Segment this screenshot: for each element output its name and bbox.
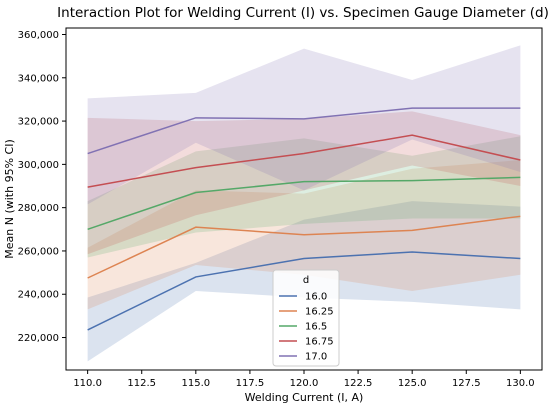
x-axis-label: Welding Current (I, A)	[245, 391, 364, 404]
legend-label-1: 16.25	[305, 307, 334, 318]
chart-title: Interaction Plot for Welding Current (I)…	[57, 5, 549, 21]
y-tick-label-6: 340,000	[18, 73, 59, 84]
y-axis-ticks: 220,000 240,000 260,000 280,000 300,000 320,0…	[18, 30, 66, 344]
x-tick-label-6: 125.0	[398, 378, 427, 389]
ci-band-4	[87, 45, 521, 205]
x-tick-label-0: 110.0	[73, 378, 102, 389]
x-tick-label-3: 117.5	[236, 378, 265, 389]
legend: d 16.0 16.25 16.5 16.75 17.0	[272, 269, 340, 367]
legend-title: d	[303, 275, 309, 286]
y-tick-label-3: 280,000	[18, 203, 59, 214]
y-tick-label-4: 300,000	[18, 160, 59, 171]
x-tick-label-4: 120.0	[290, 378, 319, 389]
x-tick-label-1: 112.5	[127, 378, 156, 389]
legend-label-3: 16.75	[305, 337, 334, 348]
legend-box	[272, 269, 340, 367]
legend-label-2: 16.5	[305, 322, 327, 333]
series-line-2	[87, 176, 521, 231]
series-line-3	[87, 134, 521, 188]
series-lines	[87, 107, 521, 331]
x-tick-label-7: 127.5	[452, 378, 481, 389]
series-line-1	[87, 215, 521, 279]
ci-band-3	[87, 111, 521, 255]
y-tick-label-0: 220,000	[18, 333, 59, 344]
series-line-4	[87, 107, 521, 155]
y-axis-label: Mean N (with 95% CI)	[3, 139, 16, 258]
series-line-0	[87, 251, 521, 331]
y-tick-label-2: 260,000	[18, 246, 59, 257]
x-tick-label-5: 122.5	[344, 378, 373, 389]
legend-label-4: 17.0	[305, 352, 327, 363]
y-tick-label-7: 360,000	[18, 30, 59, 41]
y-tick-label-5: 320,000	[18, 117, 59, 128]
x-axis-ticks: 110.0 112.5 115.0 117.5 120.0 122.5 125.0 127.5…	[73, 370, 535, 389]
x-tick-label-8: 130.0	[506, 378, 535, 389]
legend-label-0: 16.0	[305, 292, 327, 303]
y-tick-label-1: 240,000	[18, 290, 59, 301]
x-tick-label-2: 115.0	[181, 378, 210, 389]
